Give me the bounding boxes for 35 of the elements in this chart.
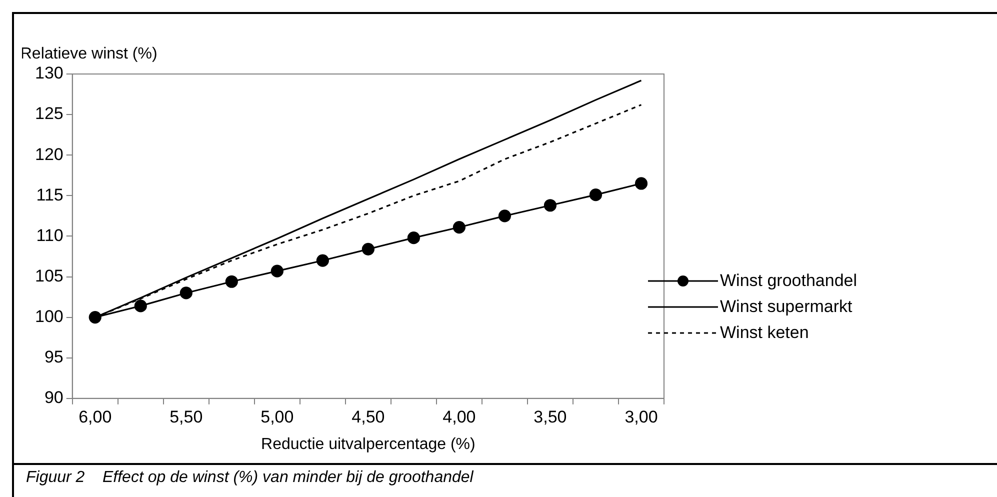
- x-tick-label: 5,50: [170, 407, 203, 426]
- point: [544, 199, 557, 212]
- point: [407, 232, 420, 244]
- y-tick-label: 90: [44, 388, 64, 408]
- legend-label: Winst keten: [720, 323, 809, 343]
- x-tick-label: 6,00: [78, 407, 112, 426]
- text: Figuur 2 Effect op de winst (%) van minder bij de groothandel: [12, 463, 997, 487]
- y-tick-label: 125: [34, 104, 64, 124]
- point: [498, 210, 512, 222]
- x-tick-label: 4,50: [352, 407, 385, 426]
- point: [88, 311, 102, 324]
- point: [634, 177, 648, 190]
- point: [270, 264, 284, 278]
- y-tick-label: 110: [36, 226, 64, 245]
- y-tick-label: 120: [34, 144, 64, 164]
- legend-label: Winst groothandel: [720, 271, 858, 291]
- point: [316, 254, 329, 267]
- y-tick-label: 130: [34, 64, 64, 83]
- x-tick-label: 5,00: [260, 407, 294, 426]
- y-tick-label: 100: [34, 306, 64, 326]
- x-axis-title: Reductie uitvalpercentage (%): [261, 436, 476, 453]
- y-tick-label: 95: [44, 348, 64, 367]
- point: [134, 300, 147, 312]
- x-tick-label: 3,50: [534, 407, 567, 426]
- y-tick-label: 115: [36, 185, 64, 204]
- point: [589, 188, 602, 202]
- point: [362, 242, 374, 256]
- y-axis-title: Relatieve winst (%): [20, 45, 158, 62]
- point: [225, 275, 238, 288]
- x-tick-label: 4,00: [442, 407, 476, 426]
- legend-label: Winst supermarkt: [720, 297, 852, 317]
- y-tick-label: 105: [34, 266, 64, 286]
- point: [452, 220, 466, 234]
- point: [180, 286, 192, 300]
- x-tick-label: 3,00: [624, 407, 658, 426]
